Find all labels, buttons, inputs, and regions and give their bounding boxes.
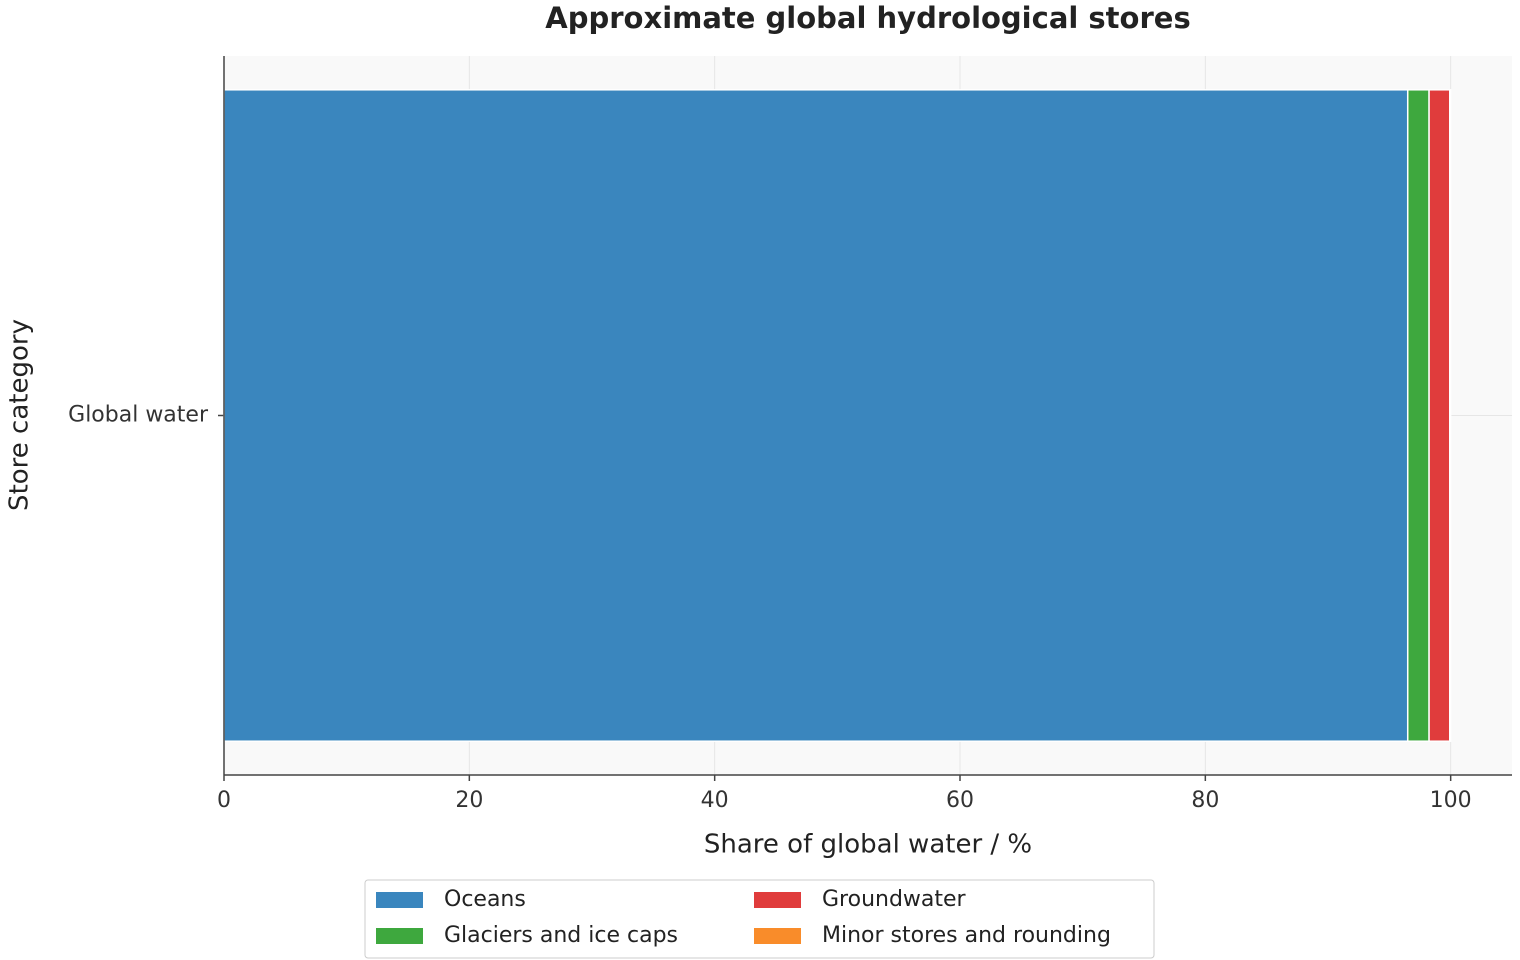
bar-segment: [1406, 89, 1430, 742]
legend-label: Oceans: [444, 887, 526, 912]
legend-label: Minor stores and rounding: [822, 923, 1111, 948]
x-tick-label: 60: [946, 788, 974, 813]
legend-swatch: [754, 928, 801, 944]
x-tick-label: 40: [701, 788, 729, 813]
legend-swatch: [376, 928, 423, 944]
x-tick-label: 100: [1430, 788, 1472, 813]
x-tick-label: 80: [1191, 788, 1219, 813]
bar-segment: [223, 89, 1409, 742]
x-tick-label: 0: [217, 788, 231, 813]
y-tick-label: Global water: [68, 403, 209, 428]
legend-swatch: [376, 892, 423, 908]
bar-segment: [1428, 89, 1451, 742]
legend-label: Groundwater: [822, 887, 967, 912]
legend-box: [364, 879, 1155, 959]
x-tick-label: 20: [455, 788, 483, 813]
chart-title: Approximate global hydrological stores: [545, 1, 1190, 35]
x-axis-label: Share of global water / %: [704, 830, 1032, 860]
bar-segment: [1449, 89, 1452, 742]
legend-label: Glaciers and ice caps: [444, 923, 678, 948]
y-axis-label: Store category: [5, 319, 35, 511]
legend-swatch: [754, 892, 801, 908]
